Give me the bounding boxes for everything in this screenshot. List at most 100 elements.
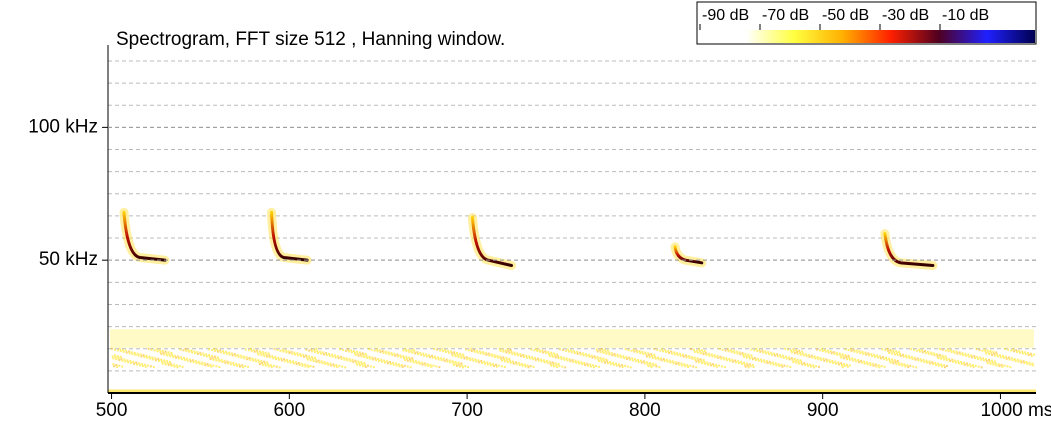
- noise-speck: [1006, 358, 1008, 360]
- noise-speck: [921, 349, 923, 351]
- noise-speck: [589, 364, 591, 366]
- noise-speck: [653, 365, 655, 367]
- noise-speck: [228, 352, 230, 354]
- noise-speck: [920, 360, 922, 362]
- noise-speck: [153, 366, 155, 368]
- noise-speck: [845, 356, 847, 358]
- noise-speck: [796, 351, 798, 353]
- noise-speck: [550, 365, 552, 367]
- noise-speck: [701, 362, 703, 364]
- noise-speck: [1014, 358, 1016, 360]
- noise-speck: [800, 361, 802, 363]
- noise-speck: [469, 359, 471, 361]
- noise-speck: [916, 350, 918, 352]
- noise-speck: [659, 350, 661, 352]
- noise-speck: [818, 366, 820, 368]
- noise-speck: [311, 350, 313, 352]
- noise-speck: [226, 361, 228, 363]
- noise-speck: [512, 361, 514, 363]
- noise-speck: [504, 360, 506, 362]
- noise-speck: [490, 364, 492, 366]
- noise-speck: [585, 353, 587, 355]
- noise-speck: [945, 355, 947, 357]
- noise-speck: [812, 364, 814, 366]
- noise-speck: [230, 363, 232, 365]
- noise-speck: [821, 348, 823, 350]
- noise-speck: [663, 358, 665, 360]
- noise-speck: [246, 358, 248, 360]
- noise-speck: [837, 361, 839, 363]
- noise-speck: [901, 365, 903, 367]
- noise-speck: [597, 356, 599, 358]
- noise-speck: [137, 353, 139, 355]
- noise-speck: [756, 348, 758, 350]
- noise-speck: [547, 362, 549, 364]
- noise-speck: [959, 351, 961, 353]
- noise-speck: [115, 358, 117, 360]
- noise-speck: [961, 363, 963, 365]
- noise-speck: [415, 360, 417, 362]
- noise-speck: [281, 359, 283, 361]
- noise-speck: [1004, 348, 1006, 350]
- noise-speck: [962, 354, 964, 356]
- noise-speck: [683, 363, 685, 365]
- noise-speck: [605, 358, 607, 360]
- noise-speck: [745, 355, 747, 357]
- noise-speck: [848, 349, 850, 351]
- noise-speck: [991, 360, 993, 362]
- noise-speck: [619, 354, 621, 356]
- noise-speck: [196, 362, 198, 364]
- noise-speck: [188, 351, 190, 353]
- noise-speck: [697, 359, 699, 361]
- noise-speck: [633, 350, 635, 352]
- noise-speck: [614, 355, 616, 357]
- noise-speck: [839, 355, 841, 357]
- noise-speck: [988, 353, 990, 355]
- noise-speck: [372, 358, 374, 360]
- noise-speck: [339, 348, 341, 350]
- noise-speck: [859, 352, 861, 354]
- noise-speck: [366, 355, 368, 357]
- noise-speck: [349, 360, 351, 362]
- noise-speck: [638, 350, 640, 352]
- noise-speck: [127, 361, 129, 363]
- noise-speck: [276, 366, 278, 368]
- noise-speck: [644, 362, 646, 364]
- noise-speck: [151, 356, 153, 358]
- noise-speck: [630, 366, 632, 368]
- noise-speck: [983, 359, 985, 361]
- noise-speck: [455, 363, 457, 365]
- noise-speck: [654, 356, 656, 358]
- noise-speck: [385, 351, 387, 353]
- noise-speck: [552, 363, 554, 365]
- noise-speck: [174, 355, 176, 357]
- noise-speck: [472, 360, 474, 362]
- noise-speck: [514, 354, 516, 356]
- noise-speck: [238, 356, 240, 358]
- noise-speck: [396, 364, 398, 366]
- noise-speck: [622, 366, 624, 368]
- noise-speck: [420, 354, 422, 356]
- noise-speck: [513, 363, 515, 365]
- noise-speck: [460, 355, 462, 357]
- noise-speck: [318, 360, 320, 362]
- noise-speck: [577, 353, 579, 355]
- noise-speck: [213, 348, 215, 350]
- noise-speck: [200, 354, 202, 356]
- noise-speck: [315, 348, 317, 350]
- call-glow: [272, 212, 308, 260]
- noise-speck: [257, 359, 259, 361]
- noise-speck: [271, 355, 273, 357]
- noise-speck: [773, 353, 775, 355]
- noise-speck: [873, 354, 875, 356]
- noise-speck: [890, 351, 892, 353]
- noise-speck: [650, 366, 652, 368]
- noise-speck: [416, 362, 418, 364]
- noise-speck: [641, 362, 643, 364]
- noise-speck: [411, 357, 413, 359]
- noise-speck: [757, 358, 759, 360]
- noise-speck: [855, 360, 857, 362]
- noise-speck: [958, 362, 960, 364]
- noise-speck: [564, 366, 566, 368]
- noise-speck: [583, 354, 585, 356]
